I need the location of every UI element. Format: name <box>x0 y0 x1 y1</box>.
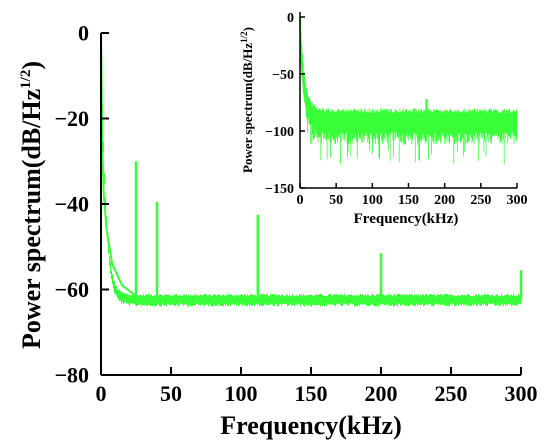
x-tick-label-0-5: 250 <box>435 381 468 406</box>
x-tick-label-0-1: 50 <box>160 381 182 406</box>
main-chart: 0 50 100 150 200 250 300 0 −20 −40 −60 −80 Frequenc… <box>17 21 538 440</box>
spectrum-noise-1 <box>300 17 518 165</box>
series-line-0-0 <box>100 32 521 302</box>
main-ticks: 0 50 100 150 200 250 300 0 −20 −40 −60 −80 <box>54 21 537 406</box>
x-tick-label-1-3: 150 <box>398 193 419 208</box>
y-tick-label-0-3: −60 <box>54 277 89 302</box>
main-plot-area <box>100 32 523 307</box>
inset-y-label-sup: 1/2 <box>239 31 249 43</box>
main-x-axis-label: Frequency(kHz) <box>220 411 402 440</box>
inset-y-axis-label: Power spectrum(dB/Hz1/2) <box>239 27 255 173</box>
inset-chart: 0 50 100 150 200 250 300 0 −50 −100 −150 Frequency… <box>239 11 528 227</box>
x-tick-label-0-3: 150 <box>295 381 328 406</box>
inset-y-label-tail: ) <box>240 27 255 31</box>
y-tick-label-1-0: 0 <box>287 11 294 26</box>
x-tick-label-1-6: 300 <box>507 193 528 208</box>
inset-ticks: 0 50 100 150 200 250 300 0 −50 −100 −150 <box>265 11 527 208</box>
x-tick-label-1-0: 0 <box>297 193 304 208</box>
main-y-label-sup: 1/2 <box>18 70 34 89</box>
inset-x-axis-label: Frequency(kHz) <box>354 211 459 227</box>
x-tick-label-1-4: 200 <box>434 193 455 208</box>
y-tick-label-0-0: 0 <box>78 21 89 46</box>
inset-y-label-main: Power spectrum(dB/Hz <box>240 43 255 173</box>
main-y-axis-label: Power spectrum(dB/Hz1/2) <box>17 61 46 349</box>
series-line-1-0 <box>299 16 518 121</box>
main-y-label-tail: ) <box>17 61 46 70</box>
x-tick-label-0-4: 200 <box>365 381 398 406</box>
y-tick-label-1-3: −150 <box>265 182 294 197</box>
y-tick-label-0-4: −80 <box>54 363 89 388</box>
x-tick-label-1-5: 250 <box>470 193 491 208</box>
x-tick-label-1-2: 100 <box>362 193 383 208</box>
y-tick-label-0-1: −20 <box>54 106 89 131</box>
x-tick-label-0-0: 0 <box>96 381 107 406</box>
y-tick-label-1-2: −100 <box>265 125 294 140</box>
spectrum-noise-0 <box>101 55 521 307</box>
x-tick-label-0-6: 300 <box>505 381 538 406</box>
main-y-label-main: Power spectrum(dB/Hz <box>17 89 46 349</box>
y-tick-label-0-2: −40 <box>54 192 89 217</box>
x-tick-label-1-1: 50 <box>329 193 343 208</box>
x-tick-label-0-2: 100 <box>225 381 258 406</box>
inset-plot-area <box>299 16 518 165</box>
y-tick-label-1-1: −50 <box>272 68 294 83</box>
